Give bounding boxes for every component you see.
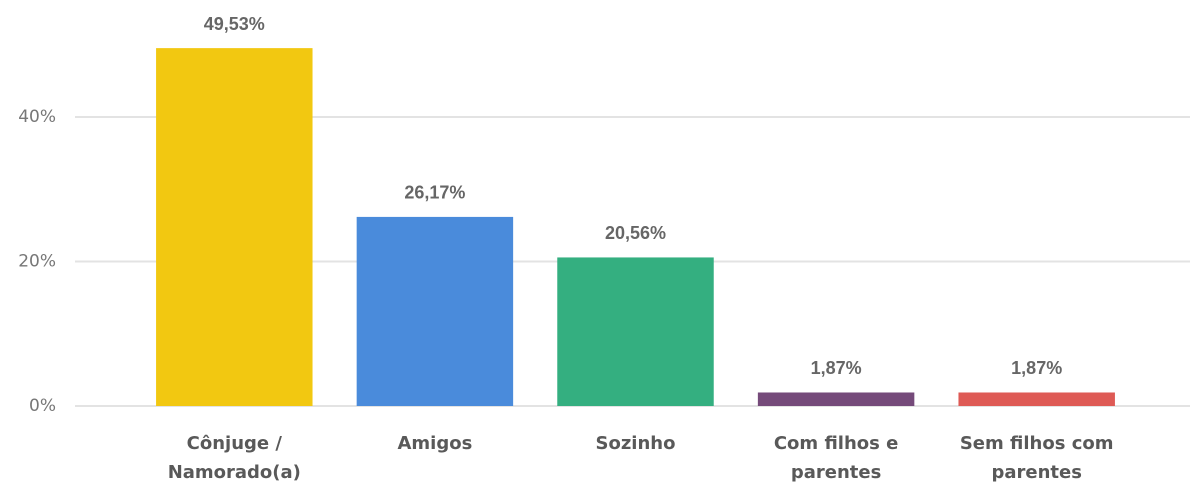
x-tick-label: Com filhos e parentes — [773, 433, 899, 483]
bar — [757, 392, 915, 406]
value-label: 20,56% — [605, 223, 666, 243]
x-tick-label: Amigos — [397, 433, 473, 454]
bar — [557, 257, 714, 406]
y-tick-label: 0% — [29, 396, 56, 416]
value-label: 49,53% — [204, 14, 265, 34]
y-tick-label: 20% — [18, 251, 56, 271]
x-tick-label: Cônjuge / Namorado(a) — [167, 433, 301, 483]
x-tick-label: Sozinho — [595, 433, 676, 454]
bar — [356, 216, 514, 406]
x-tick-label: Sem filhos com parentes — [959, 433, 1114, 483]
y-tick-label: 40% — [18, 107, 56, 127]
value-label: 26,17% — [404, 183, 465, 203]
bar — [156, 48, 313, 407]
value-label: 1,87% — [1011, 358, 1062, 378]
bar — [958, 392, 1115, 406]
value-label: 1,87% — [811, 358, 862, 378]
